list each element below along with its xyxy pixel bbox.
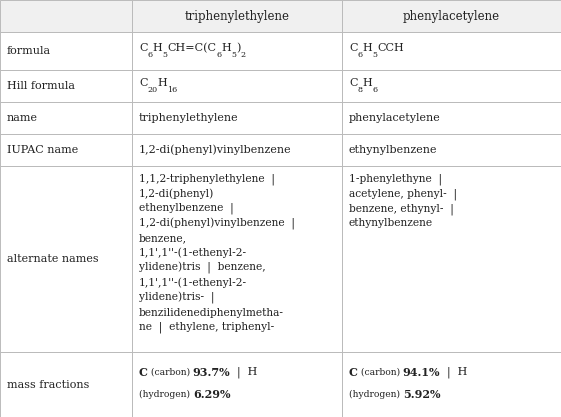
Text: (carbon): (carbon) — [148, 367, 193, 377]
Text: C: C — [139, 43, 148, 53]
Text: C: C — [349, 78, 357, 88]
Text: H: H — [362, 43, 373, 53]
Text: (carbon): (carbon) — [358, 367, 403, 377]
Bar — [0, 134, 132, 166]
Bar — [132, 352, 342, 417]
Bar — [132, 70, 342, 102]
Bar — [0, 134, 132, 166]
Bar — [0, 32, 132, 70]
Text: 16: 16 — [167, 86, 178, 94]
Text: CH=C(C: CH=C(C — [167, 43, 217, 53]
Text: 5: 5 — [162, 51, 167, 59]
Text: name: name — [7, 113, 38, 123]
Bar — [132, 102, 342, 134]
Bar — [0, 0, 132, 32]
Bar — [342, 0, 561, 32]
Text: CCH: CCH — [378, 43, 404, 53]
Text: 1-phenylethyne  |
acetylene, phenyl-  |
benzene, ethynyl-  |
ethynylbenzene: 1-phenylethyne | acetylene, phenyl- | be… — [349, 173, 457, 228]
Text: |  H: | H — [440, 366, 468, 378]
Text: Hill formula: Hill formula — [7, 81, 75, 91]
Bar — [132, 166, 342, 352]
Bar — [132, 166, 342, 352]
Bar — [0, 70, 132, 102]
Text: C: C — [349, 43, 357, 53]
Text: C: C — [349, 367, 358, 377]
Bar — [132, 70, 342, 102]
Text: ethynylbenzene: ethynylbenzene — [349, 145, 438, 155]
Text: C: C — [139, 367, 148, 377]
Text: H: H — [222, 43, 231, 53]
Text: H: H — [362, 78, 373, 88]
Text: ): ) — [236, 43, 241, 53]
Text: 1,1,2-triphenylethylene  |
1,2-di(phenyl)
ethenylbenzene  |
1,2-di(phenyl)vinylb: 1,1,2-triphenylethylene | 1,2-di(phenyl)… — [139, 173, 295, 333]
Bar — [132, 352, 342, 417]
Text: (hydrogen): (hydrogen) — [349, 389, 403, 399]
Text: IUPAC name: IUPAC name — [7, 145, 78, 155]
Bar — [0, 32, 132, 70]
Text: 6: 6 — [217, 51, 222, 59]
Text: 20: 20 — [148, 86, 158, 94]
Text: 6: 6 — [373, 86, 378, 94]
Text: 8: 8 — [357, 86, 362, 94]
Text: mass fractions: mass fractions — [7, 379, 89, 389]
Text: 2: 2 — [241, 51, 246, 59]
Bar — [0, 352, 132, 417]
Text: triphenylethylene: triphenylethylene — [185, 10, 289, 23]
Text: |  H: | H — [231, 366, 258, 378]
Bar — [342, 102, 561, 134]
Text: 5.92%: 5.92% — [403, 389, 440, 399]
Text: triphenylethylene: triphenylethylene — [139, 113, 238, 123]
Text: 5: 5 — [373, 51, 378, 59]
Bar — [342, 102, 561, 134]
Text: H: H — [158, 78, 167, 88]
Bar — [342, 70, 561, 102]
Bar — [132, 134, 342, 166]
Bar — [132, 32, 342, 70]
Bar — [342, 352, 561, 417]
Bar — [342, 166, 561, 352]
Text: phenylacetylene: phenylacetylene — [403, 10, 500, 23]
Bar — [342, 0, 561, 32]
Text: 1,2-di(phenyl)vinylbenzene: 1,2-di(phenyl)vinylbenzene — [139, 145, 292, 155]
Text: (hydrogen): (hydrogen) — [139, 389, 193, 399]
Bar — [132, 0, 342, 32]
Text: 6: 6 — [148, 51, 153, 59]
Bar — [0, 70, 132, 102]
Bar — [0, 166, 132, 352]
Bar — [132, 32, 342, 70]
Bar — [0, 166, 132, 352]
Bar — [342, 70, 561, 102]
Bar — [342, 134, 561, 166]
Bar — [342, 32, 561, 70]
Bar — [342, 134, 561, 166]
Bar — [132, 102, 342, 134]
Text: phenylacetylene: phenylacetylene — [349, 113, 441, 123]
Text: 93.7%: 93.7% — [193, 367, 231, 377]
Bar — [342, 32, 561, 70]
Text: formula: formula — [7, 46, 51, 56]
Text: 6.29%: 6.29% — [193, 389, 231, 399]
Bar — [342, 352, 561, 417]
Text: C: C — [139, 78, 148, 88]
Bar — [132, 134, 342, 166]
Bar — [0, 352, 132, 417]
Text: 5: 5 — [231, 51, 236, 59]
Text: 94.1%: 94.1% — [403, 367, 440, 377]
Bar — [132, 0, 342, 32]
Bar — [0, 102, 132, 134]
Bar — [0, 102, 132, 134]
Text: H: H — [153, 43, 162, 53]
Bar — [0, 0, 132, 32]
Bar — [342, 166, 561, 352]
Text: 6: 6 — [357, 51, 362, 59]
Text: alternate names: alternate names — [7, 254, 99, 264]
